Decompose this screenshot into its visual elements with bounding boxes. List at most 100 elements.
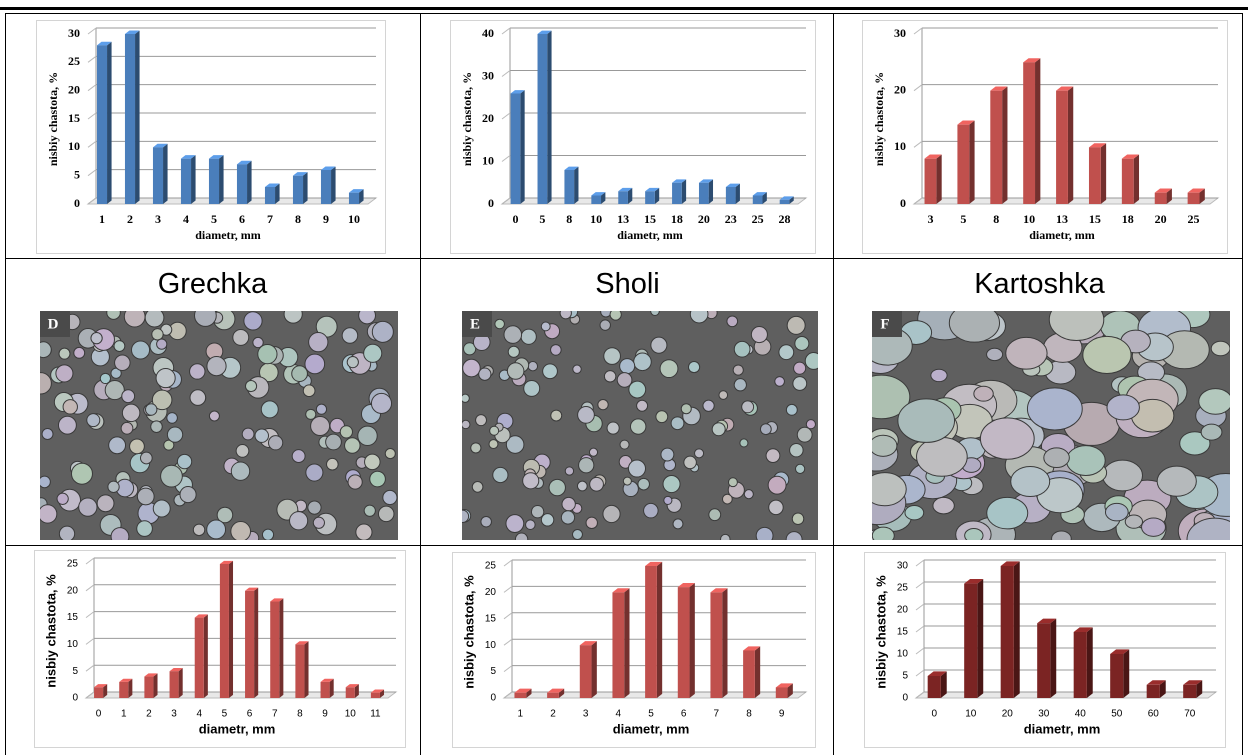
bar-side bbox=[329, 678, 334, 698]
x-tick-label: 13 bbox=[1056, 212, 1068, 226]
particle bbox=[462, 358, 481, 378]
y-tick-label: 15 bbox=[67, 612, 79, 623]
bar-top bbox=[1037, 618, 1057, 624]
bar bbox=[1073, 632, 1087, 698]
bar-side bbox=[681, 179, 687, 204]
particle bbox=[305, 463, 324, 482]
particle bbox=[660, 447, 675, 462]
particle bbox=[152, 499, 171, 518]
particle bbox=[194, 311, 217, 327]
particle bbox=[291, 449, 306, 464]
particle bbox=[382, 489, 398, 506]
particle bbox=[932, 496, 955, 515]
bar-side bbox=[379, 689, 385, 698]
grid-line bbox=[503, 612, 513, 620]
y-tick-label: 5 bbox=[74, 167, 80, 181]
bar-top bbox=[964, 579, 984, 584]
particle bbox=[86, 413, 101, 428]
particle bbox=[540, 513, 555, 527]
table-border bbox=[5, 545, 1243, 546]
particle bbox=[986, 496, 1029, 530]
bar-side bbox=[279, 598, 284, 698]
bar-top bbox=[348, 189, 364, 193]
y-tick-label: 20 bbox=[485, 587, 497, 598]
particle bbox=[136, 487, 155, 506]
bar bbox=[924, 158, 937, 204]
particle bbox=[786, 315, 806, 335]
particle bbox=[768, 499, 784, 516]
table-border bbox=[833, 13, 834, 755]
grid-line bbox=[503, 586, 513, 593]
particle bbox=[785, 403, 798, 416]
x-tick-label: 15 bbox=[644, 212, 656, 226]
particle bbox=[289, 511, 309, 531]
bar-side bbox=[303, 172, 308, 204]
particle bbox=[492, 466, 509, 484]
y-tick-label: 20 bbox=[68, 82, 80, 96]
bar-top bbox=[564, 166, 579, 170]
particle bbox=[523, 379, 541, 397]
bar bbox=[510, 93, 521, 204]
bar bbox=[579, 645, 592, 698]
bar bbox=[743, 650, 755, 698]
bar-top bbox=[1121, 154, 1140, 159]
bar-top bbox=[152, 143, 168, 148]
bar bbox=[1088, 147, 1101, 204]
bar-top bbox=[579, 641, 597, 646]
particle bbox=[114, 354, 131, 372]
bar-side bbox=[153, 673, 158, 698]
x-tick-label: 8 bbox=[297, 709, 303, 720]
bar-top bbox=[295, 641, 309, 645]
x-axis-label: diametr, mm bbox=[617, 228, 683, 242]
particle bbox=[241, 427, 255, 441]
x-tick-label: 3 bbox=[927, 212, 933, 226]
bar-side bbox=[178, 668, 183, 698]
particle bbox=[872, 526, 895, 540]
bar bbox=[710, 592, 723, 698]
bar-top bbox=[124, 30, 140, 34]
particle bbox=[384, 448, 396, 460]
particle bbox=[104, 380, 125, 401]
particle bbox=[139, 451, 153, 465]
bar bbox=[1183, 684, 1197, 698]
particle bbox=[62, 399, 78, 415]
y-tick-label: 0 bbox=[72, 693, 78, 704]
bar-side bbox=[1050, 618, 1057, 698]
particle bbox=[662, 475, 681, 494]
bar-top bbox=[698, 179, 714, 183]
particle bbox=[774, 376, 785, 387]
y-axis-label: nisbiy chastota, % bbox=[460, 72, 474, 166]
grid-line bbox=[85, 638, 95, 645]
x-axis-label: diametr, mm bbox=[1029, 228, 1095, 242]
particle bbox=[683, 455, 697, 470]
particle bbox=[670, 416, 685, 431]
x-tick-label: 0 bbox=[931, 709, 937, 720]
x-tick-label: 20 bbox=[1002, 709, 1014, 720]
bar bbox=[514, 692, 527, 698]
particle bbox=[136, 520, 153, 537]
chart-frame bbox=[36, 20, 386, 254]
bar-side bbox=[940, 671, 947, 698]
particle bbox=[478, 367, 492, 381]
particle bbox=[550, 344, 562, 356]
x-tick-label: 3 bbox=[583, 709, 589, 720]
particle bbox=[872, 374, 911, 420]
x-tick-label: 28 bbox=[779, 212, 791, 226]
particle bbox=[727, 477, 738, 488]
bar bbox=[752, 195, 763, 204]
x-tick-label: 6 bbox=[681, 709, 687, 720]
bar bbox=[1000, 566, 1014, 698]
x-tick-label: 5 bbox=[539, 212, 545, 226]
bar-top bbox=[725, 183, 740, 187]
particle bbox=[1026, 387, 1083, 431]
bar bbox=[677, 587, 690, 698]
bar-top bbox=[612, 588, 630, 593]
particle bbox=[123, 311, 146, 328]
particle bbox=[192, 523, 206, 537]
particle bbox=[106, 311, 121, 320]
grid-line bbox=[503, 638, 513, 646]
x-tick-label: 4 bbox=[616, 709, 622, 720]
grid-line bbox=[501, 112, 511, 120]
particle bbox=[230, 521, 252, 540]
particle bbox=[110, 527, 130, 540]
